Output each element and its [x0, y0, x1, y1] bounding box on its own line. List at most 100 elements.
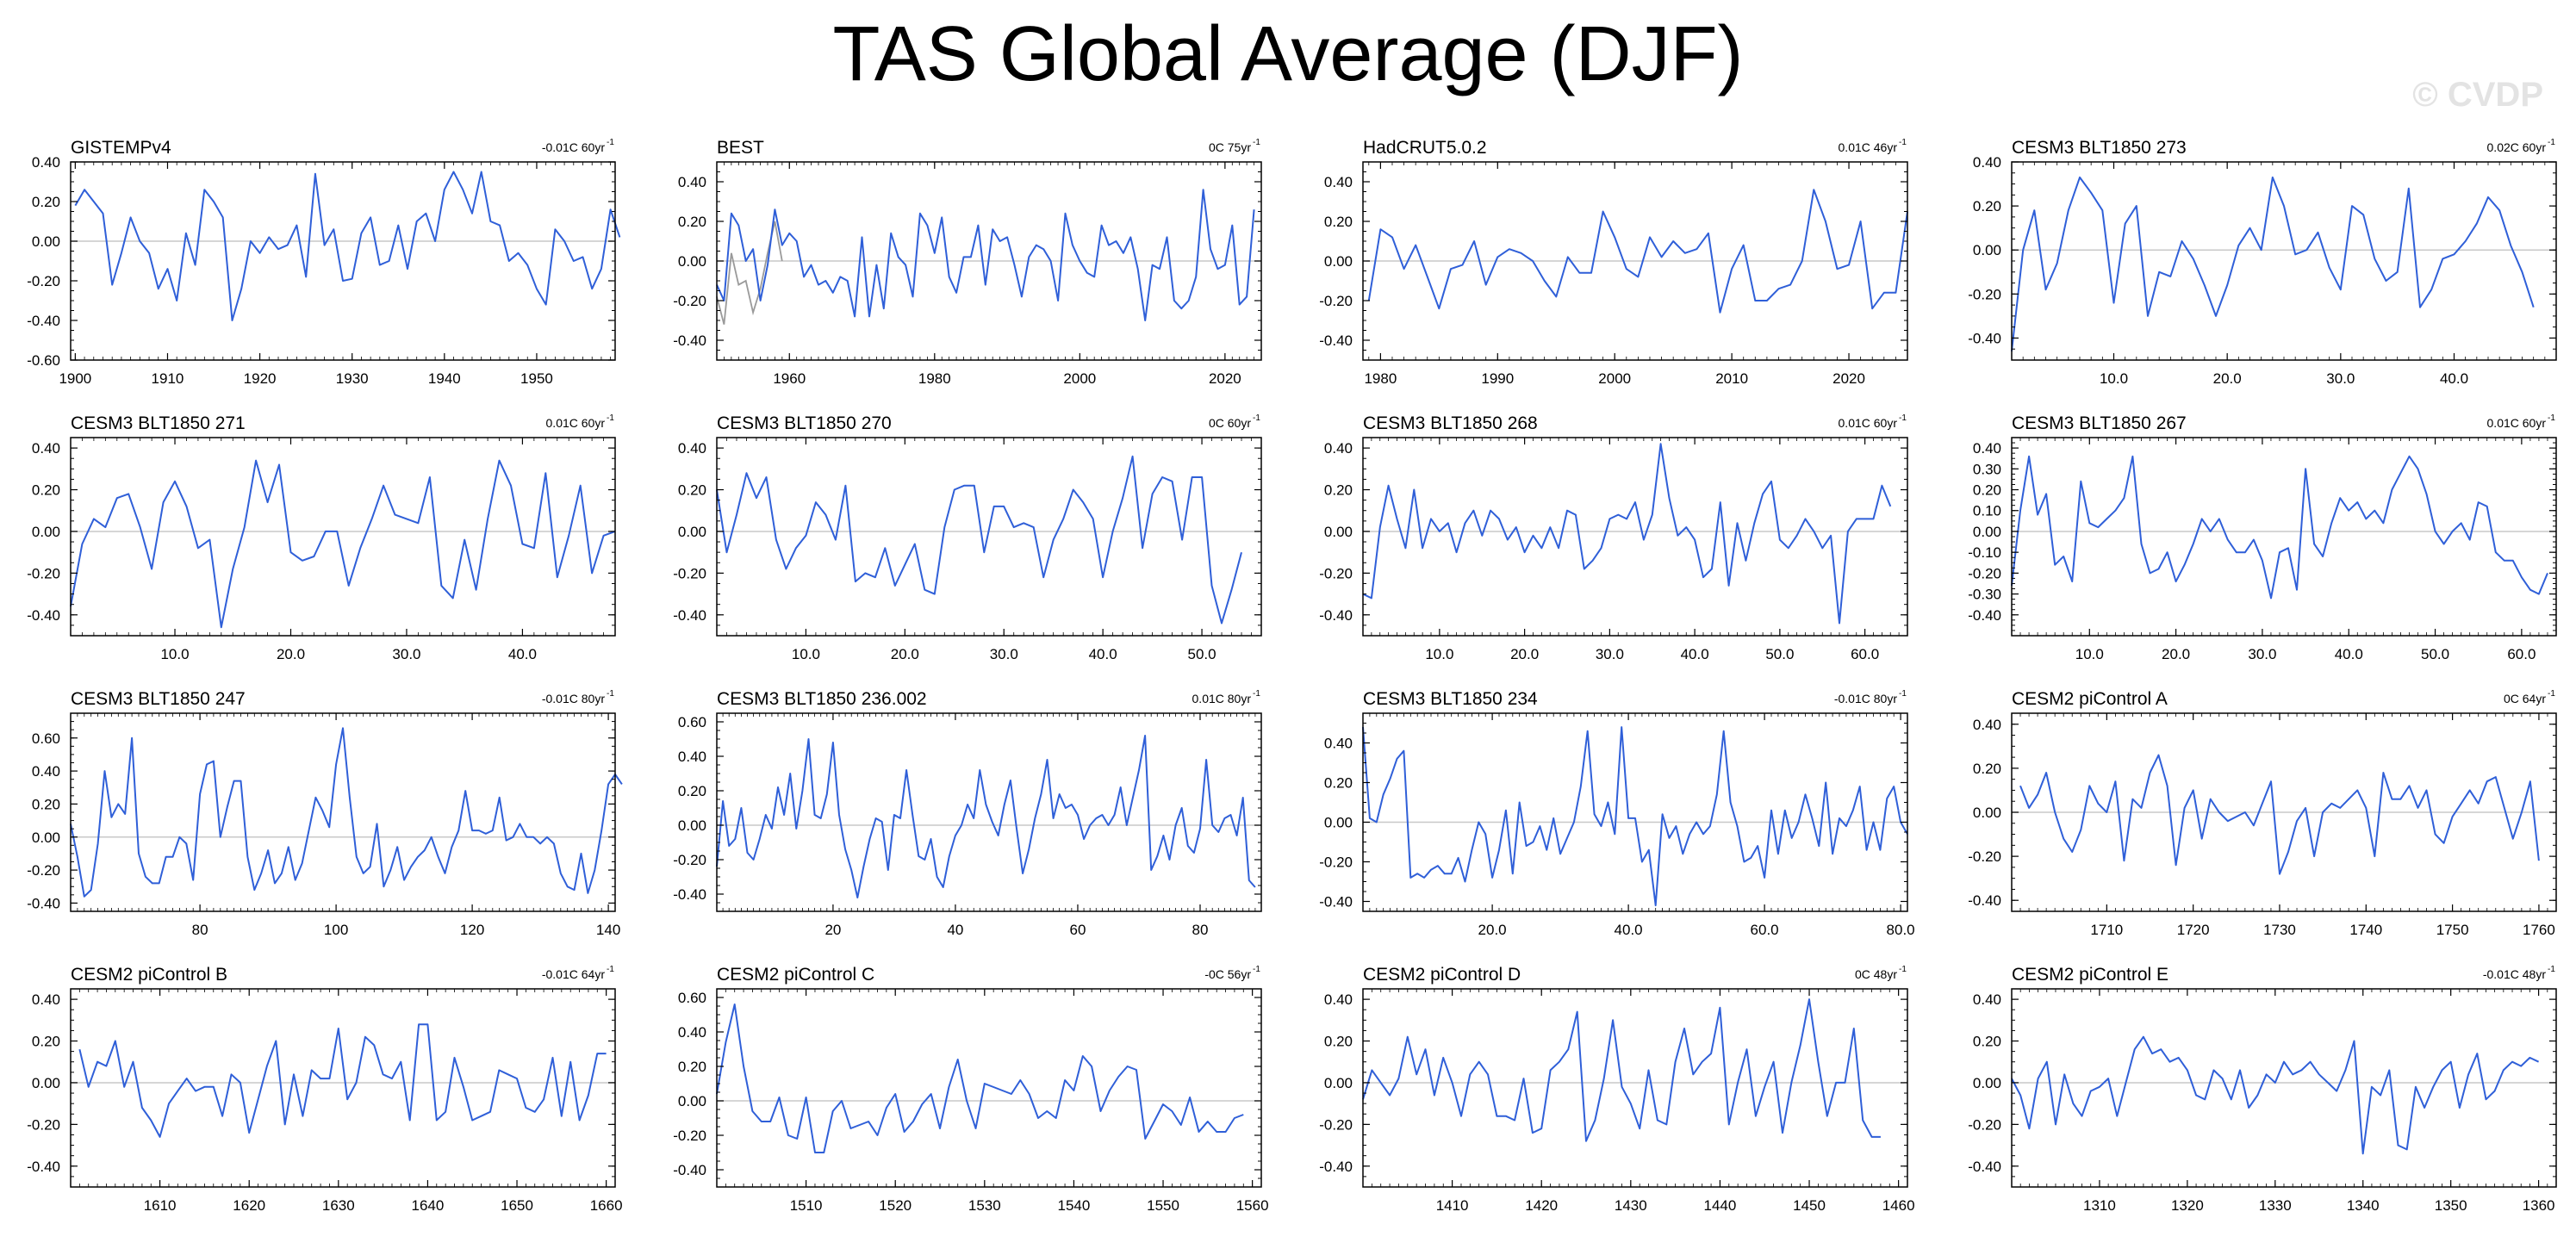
- y-tick-label: 0.20: [678, 482, 706, 499]
- series-line: [2011, 455, 2548, 600]
- panel-title: CESM3 BLT1850 270: [717, 413, 892, 433]
- y-tick-label: 0.40: [32, 763, 60, 780]
- x-tick-label: 1550: [1147, 1197, 1179, 1214]
- trend-exponent: -1: [1899, 413, 1907, 423]
- y-tick-label: -0.20: [1319, 854, 1353, 871]
- y-tick-label: -0.20: [1319, 565, 1353, 581]
- y-tick-label: 0.20: [1324, 214, 1353, 230]
- y-tick-label: -0.40: [1968, 1159, 2001, 1175]
- y-tick-label: 0.00: [1324, 1075, 1353, 1091]
- y-tick-label: 0.30: [1973, 461, 2001, 477]
- y-tick-label: 0.10: [1973, 503, 2001, 519]
- x-tick-label: 40.0: [1089, 646, 1117, 662]
- y-tick-label: 0.20: [678, 214, 706, 230]
- y-tick-label: 0.20: [32, 194, 60, 210]
- y-tick-label: 0.20: [1324, 1034, 1353, 1050]
- y-tick-label: 0.40: [1324, 991, 1353, 1008]
- x-tick-label: 1640: [412, 1197, 445, 1214]
- x-tick-label: 1360: [2523, 1197, 2555, 1214]
- y-tick-label: 0.40: [1973, 991, 2001, 1008]
- panel-title: BEST: [717, 138, 764, 158]
- chart-panel: CESM3 BLT1850 234 -0.01C 80yr -1 -0.40 -0.20…: [1319, 689, 1914, 938]
- y-tick-label: -0.20: [1968, 1116, 2001, 1133]
- panel-title: CESM2 piControl D: [1363, 965, 1521, 985]
- chart-panel: CESM3 BLT1850 273 0.02C 60yr -1 -0.40 -0.20 0…: [1968, 138, 2557, 387]
- y-tick-label: 0.20: [32, 796, 60, 812]
- x-tick-label: 1730: [2263, 922, 2296, 938]
- series-line: [1367, 189, 1908, 314]
- trend-exponent: -1: [1899, 965, 1907, 974]
- x-tick-label: 1900: [59, 370, 91, 387]
- y-tick-label: 0.20: [1973, 198, 2001, 214]
- trend-exponent: -1: [2548, 138, 2555, 147]
- plot-frame: [70, 988, 616, 1188]
- x-tick-label: 1620: [233, 1197, 265, 1214]
- x-tick-label: 20.0: [2162, 646, 2190, 662]
- y-tick-label: -0.40: [27, 607, 60, 624]
- x-tick-label: 60.0: [1751, 922, 1779, 938]
- chart-panel: CESM2 piControl E -0.01C 48yr -1 -0.40 -0.20…: [1968, 965, 2557, 1214]
- y-tick-label: 0.20: [32, 1034, 60, 1050]
- series-line: [70, 459, 616, 629]
- trend-exponent: -1: [1899, 689, 1907, 699]
- panel-title: CESM3 BLT1850 247: [71, 689, 246, 709]
- x-tick-label: 1440: [1704, 1197, 1737, 1214]
- x-tick-label: 2020: [1209, 370, 1241, 387]
- y-tick-label: -0.60: [27, 352, 60, 369]
- y-tick-label: -0.30: [1968, 587, 2001, 603]
- plot-frame: [1362, 712, 1908, 912]
- trend-exponent: -1: [1899, 138, 1907, 147]
- plot-frame: [1362, 437, 1908, 637]
- x-tick-label: 1990: [1481, 370, 1514, 387]
- x-tick-label: 60: [1070, 922, 1086, 938]
- series-line: [1362, 726, 1908, 907]
- x-tick-label: 1980: [918, 370, 951, 387]
- series-line: [78, 1023, 607, 1138]
- trend-label: 0.01C 60yr: [2487, 416, 2547, 430]
- x-tick-label: 80: [1192, 922, 1209, 938]
- trend-label: 0.01C 60yr: [1839, 416, 1898, 430]
- x-tick-label: 20: [824, 922, 841, 938]
- x-tick-label: 1350: [2435, 1197, 2467, 1214]
- x-tick-label: 50.0: [1765, 646, 1794, 662]
- y-tick-label: 0.20: [678, 1059, 706, 1075]
- y-tick-label: 0.60: [678, 714, 706, 730]
- x-tick-label: 1320: [2171, 1197, 2204, 1214]
- x-tick-label: 1760: [2523, 922, 2555, 938]
- x-tick-label: 1460: [1882, 1197, 1915, 1214]
- page-title: TAS Global Average (DJF): [832, 11, 1744, 97]
- y-tick-label: 0.40: [1324, 174, 1353, 190]
- x-tick-label: 60.0: [1851, 646, 1879, 662]
- plot-frame: [70, 712, 616, 912]
- panel-title: CESM3 BLT1850 234: [1363, 689, 1538, 709]
- x-tick-label: 1920: [244, 370, 277, 387]
- trend-label: 0C 48yr: [1855, 967, 1897, 981]
- x-tick-label: 40.0: [1615, 922, 1643, 938]
- x-tick-label: 1940: [428, 370, 461, 387]
- chart-panel: CESM3 BLT1850 247 -0.01C 80yr -1 -0.40 -0.20…: [27, 689, 623, 938]
- x-tick-label: 120: [460, 922, 484, 938]
- y-tick-label: 0.40: [1324, 736, 1353, 752]
- y-tick-label: 0.20: [1324, 775, 1353, 792]
- chart-panel: CESM2 piControl A 0C 64yr -1 -0.40 -0.20 0.00…: [1968, 689, 2557, 938]
- x-tick-label: 1720: [2177, 922, 2210, 938]
- y-tick-label: 0.00: [1324, 815, 1353, 831]
- chart-panel: GISTEMPv4 -0.01C 60yr -1 -0.60 -0.40 -0.20 0.0…: [27, 138, 621, 387]
- y-tick-label: 0.00: [32, 524, 60, 540]
- x-tick-label: 40.0: [2440, 370, 2468, 387]
- x-tick-label: 30.0: [1596, 646, 1624, 662]
- plot-frame: [2011, 161, 2557, 361]
- x-tick-label: 1610: [144, 1197, 177, 1214]
- x-tick-label: 1750: [2436, 922, 2469, 938]
- series-line: [70, 727, 623, 898]
- x-tick-label: 80: [192, 922, 208, 938]
- plot-frame: [70, 161, 616, 361]
- y-tick-label: 0.00: [32, 233, 60, 250]
- x-tick-label: 1330: [2259, 1197, 2292, 1214]
- y-tick-label: 0.40: [32, 440, 60, 457]
- y-tick-label: -0.40: [1968, 892, 2001, 909]
- x-tick-label: 2010: [1715, 370, 1748, 387]
- panel-title: CESM2 piControl B: [71, 965, 227, 985]
- y-tick-label: 0.40: [32, 991, 60, 1008]
- y-tick-label: 0.20: [678, 783, 706, 799]
